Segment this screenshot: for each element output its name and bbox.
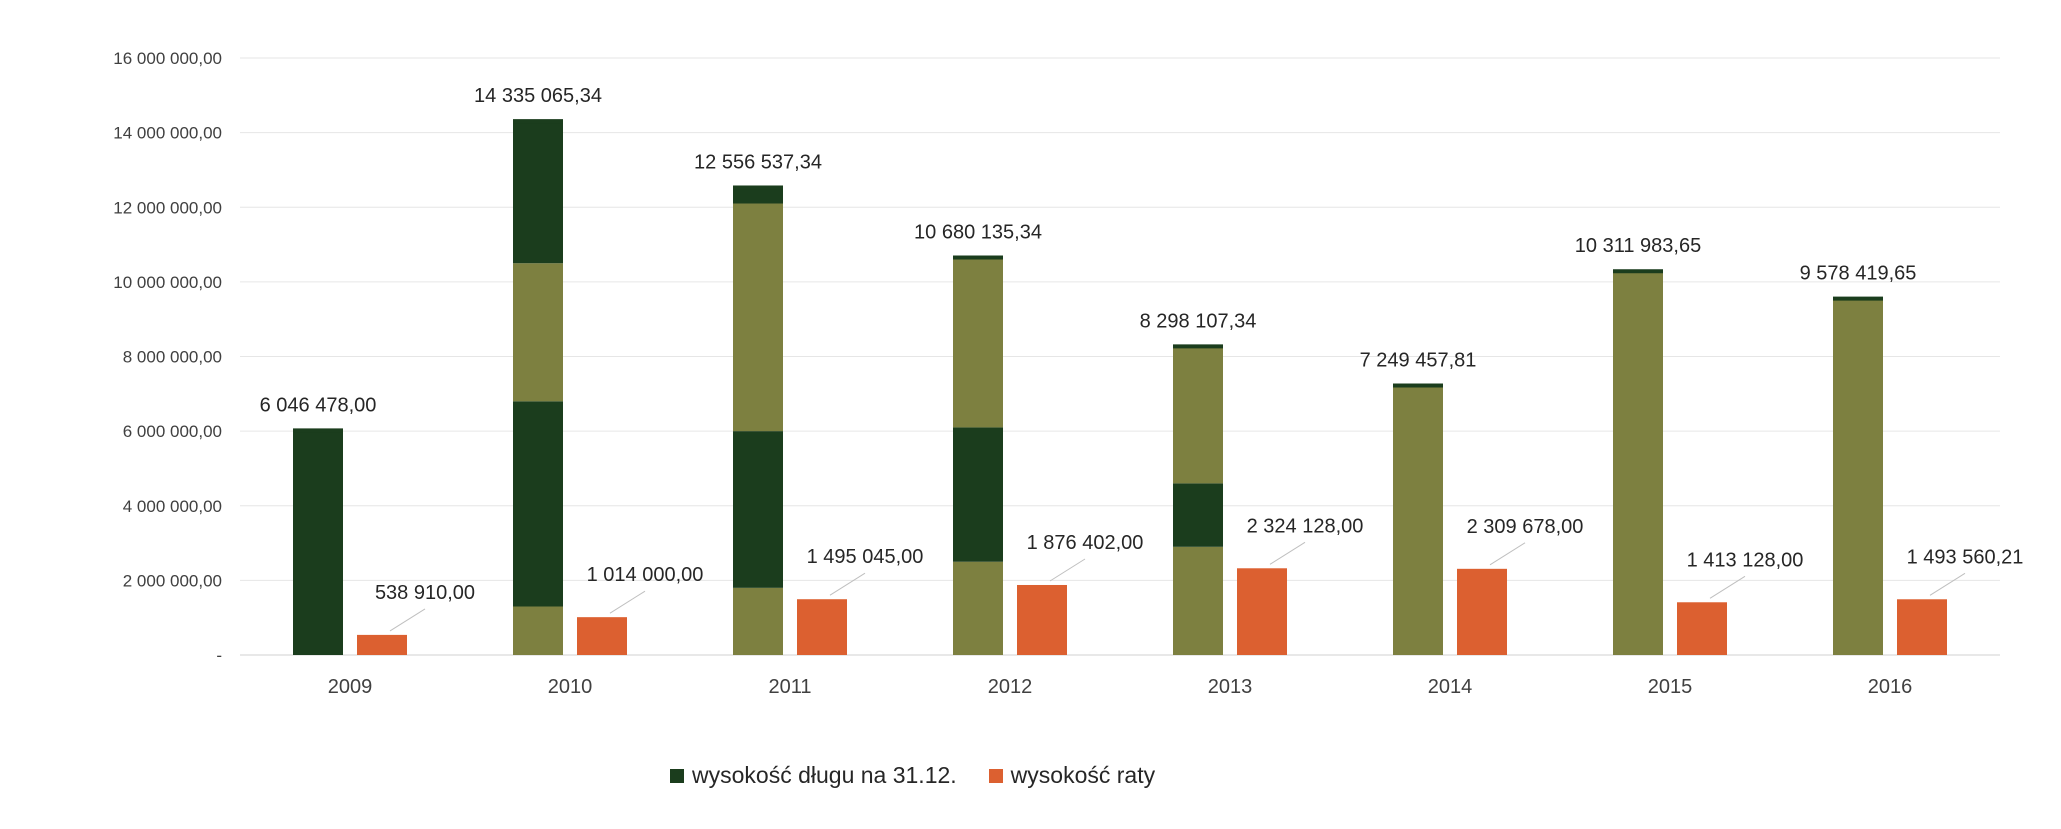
debt-bar-cap: [953, 255, 1003, 260]
x-category-label: 2009: [328, 676, 373, 698]
debt-bar-segment: [733, 431, 783, 588]
rate-bar: [577, 617, 627, 655]
debt-bar-segment: [1173, 345, 1223, 484]
rate-bar: [1237, 568, 1287, 655]
rate-label-leader: [1709, 575, 1746, 599]
debt-bar-cap: [1393, 383, 1443, 388]
debt-bar-segment: [1173, 546, 1223, 655]
rate-data-label: 1 495 045,00: [807, 546, 924, 568]
legend-item-debt: wysokość długu na 31.12.: [670, 762, 957, 789]
rate-data-label: 1 876 402,00: [1027, 532, 1144, 554]
debt-data-label: 10 680 135,34: [914, 221, 1042, 243]
y-tick-label: 4 000 000,00: [123, 497, 222, 516]
x-category-label: 2016: [1868, 676, 1913, 698]
debt-bar-cap: [1613, 269, 1663, 274]
y-tick-label: 10 000 000,00: [113, 273, 222, 292]
debt-bar-segment: [1393, 384, 1443, 655]
rate-data-label: 1 014 000,00: [587, 564, 704, 586]
debt-bar-segment: [1173, 483, 1223, 547]
x-category-label: 2010: [548, 676, 593, 698]
y-tick-label: 6 000 000,00: [123, 422, 222, 441]
debt-data-label: 8 298 107,34: [1140, 310, 1257, 332]
debt-data-label: 7 249 457,81: [1360, 350, 1477, 372]
rate-label-leader: [1049, 558, 1086, 582]
debt-bar-segment: [1833, 297, 1883, 655]
debt-bar-segment: [733, 186, 783, 204]
rate-bar: [1457, 568, 1507, 655]
rate-label-leader: [389, 608, 426, 632]
debt-bar-segment: [513, 606, 563, 655]
rate-data-label: 2 309 678,00: [1467, 516, 1584, 538]
debt-data-label: 6 046 478,00: [260, 394, 377, 416]
debt-bar-cap: [1173, 344, 1223, 349]
legend-label-debt: wysokość długu na 31.12.: [692, 762, 957, 788]
y-tick-label: 14 000 000,00: [113, 124, 222, 143]
rate-bar: [357, 634, 407, 655]
debt-bar-segment: [513, 401, 563, 607]
debt-bar-segment: [513, 120, 563, 264]
x-category-label: 2012: [988, 676, 1033, 698]
rate-label-leader: [1929, 572, 1966, 596]
debt-bar-segment: [953, 256, 1003, 428]
debt-bar-segment: [733, 203, 783, 432]
rate-bar: [797, 599, 847, 655]
rate-data-label: 1 493 560,21: [1907, 546, 2024, 568]
debt-bar-segment: [1613, 270, 1663, 655]
rate-label-leader: [1489, 542, 1526, 566]
debt-data-label: 12 556 537,34: [694, 151, 822, 173]
rate-label-leader: [609, 590, 646, 614]
y-tick-label: 8 000 000,00: [123, 348, 222, 367]
x-category-label: 2011: [768, 676, 811, 698]
debt-bar-cap: [293, 428, 343, 433]
rate-label-leader: [829, 572, 866, 596]
rate-bar: [1677, 602, 1727, 655]
x-category-label: 2014: [1428, 676, 1473, 698]
legend-label-rate: wysokość raty: [1010, 762, 1156, 788]
rate-label-leader: [1269, 541, 1306, 565]
rate-bar: [1017, 584, 1067, 655]
debt-data-label: 9 578 419,65: [1800, 263, 1917, 285]
debt-data-label: 10 311 983,65: [1575, 235, 1701, 257]
legend-item-rate: wysokość raty: [988, 762, 1156, 789]
debt-data-label: 14 335 065,34: [474, 85, 602, 107]
legend-swatch-rate: [988, 768, 1003, 783]
legend-swatch-debt: [670, 768, 684, 783]
x-category-label: 2015: [1648, 676, 1693, 698]
debt-bar-cap: [513, 119, 563, 124]
debt-bar-cap: [733, 185, 783, 190]
debt-bar-segment: [953, 427, 1003, 562]
debt-bar-segment: [953, 561, 1003, 655]
debt-bar-segment: [293, 429, 343, 655]
y-tick-label: -: [216, 646, 222, 665]
chart-legend: wysokość długu na 31.12. wysokość raty: [670, 762, 1177, 789]
debt-bar-segment: [513, 263, 563, 402]
rate-bar: [1897, 599, 1947, 655]
debt-bar-segment: [733, 587, 783, 655]
rate-data-label: 2 324 128,00: [1247, 515, 1364, 537]
rate-data-label: 1 413 128,00: [1687, 549, 1804, 571]
rate-data-label: 538 910,00: [375, 582, 475, 604]
y-tick-label: 16 000 000,00: [113, 49, 222, 68]
y-tick-label: 12 000 000,00: [113, 198, 222, 217]
debt-bar-cap: [1833, 296, 1883, 301]
y-tick-label: 2 000 000,00: [123, 571, 222, 590]
x-category-label: 2013: [1208, 676, 1253, 698]
